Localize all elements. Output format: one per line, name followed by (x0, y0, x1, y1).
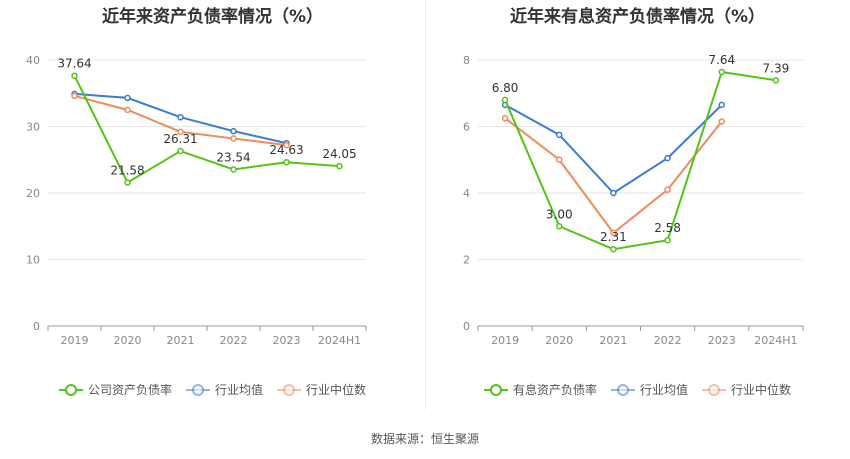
line-chart-plot: 0 10 20 30 40 2019 2020 2021 2022 2023 2024H1 37.64… (26, 54, 367, 347)
data-label: 2.58 (654, 221, 681, 235)
legend-label: 公司资产负债率 (87, 383, 172, 397)
legend-swatch-icon (58, 383, 83, 396)
series-line (73, 75, 340, 184)
panel-divider (425, 0, 426, 410)
y-tick-label: 2 (463, 254, 470, 267)
data-point (501, 96, 509, 104)
data-point (772, 77, 780, 84)
x-tick-label: 2021 (599, 334, 627, 347)
data-point (124, 179, 131, 186)
x-tick-label: 2020 (114, 334, 142, 347)
data-label: 26.31 (163, 132, 197, 146)
data-label: 21.58 (110, 163, 144, 177)
data-point (230, 135, 237, 142)
data-label: 6.80 (492, 81, 519, 95)
right-chart-panel: 近年来有息资产负债率情况（%） 0 2 4 6 8 2019 2020 2021 2022 202… (425, 0, 850, 410)
x-tick-label: 2019 (491, 334, 519, 347)
data-point (610, 229, 617, 237)
data-point (177, 147, 184, 155)
data-source-note: 数据来源：恒生聚源 (370, 432, 479, 446)
data-point (336, 162, 343, 170)
y-tick-label: 8 (463, 54, 470, 67)
chart-title: 近年来资产负债率情况（%） (101, 7, 324, 27)
y-tick-label: 20 (26, 187, 40, 200)
x-tick-label: 2022 (220, 334, 248, 347)
left-chart-panel: 近年来资产负债率情况（%） 0 10 20 30 40 2019 2020 2021 2022 2… (0, 0, 425, 410)
legend-label: 有息资产负债率 (512, 383, 597, 397)
data-label: 37.64 (57, 57, 91, 71)
x-tick-label: 2022 (654, 334, 682, 347)
data-point (177, 113, 184, 121)
legend-swatch-icon (185, 383, 210, 396)
x-tick-label: 2023 (708, 334, 736, 347)
legend-swatch-icon (610, 383, 635, 396)
data-point (230, 127, 237, 135)
y-tick-label: 0 (463, 320, 470, 333)
data-point (283, 158, 290, 166)
series-line (504, 104, 723, 195)
data-point (177, 128, 184, 136)
data-point (283, 141, 290, 149)
data-point (610, 245, 617, 253)
data-point (124, 106, 131, 114)
data-label: 24.63 (269, 143, 303, 157)
data-point (610, 189, 617, 197)
data-point (124, 94, 131, 102)
data-label: 7.39 (763, 61, 790, 75)
data-label: 7.64 (708, 53, 735, 67)
legend-item[interactable]: 行业中位数 (702, 381, 791, 398)
data-point (230, 166, 237, 173)
legend-swatch-icon (277, 383, 301, 396)
legend-swatch-icon (483, 383, 508, 396)
data-point (664, 236, 671, 244)
data-point (556, 223, 563, 230)
line-chart-plot: 0 2 4 6 8 2019 2020 2021 2022 2023 2024H1 6.80 3.00 2… (463, 53, 804, 347)
y-tick-label: 6 (463, 121, 470, 134)
legend-swatch-icon (702, 383, 726, 396)
x-tick-label: 2020 (545, 334, 573, 347)
x-tick-label: 2024H1 (754, 334, 797, 347)
chart-legend: 有息资产负债率 行业均值 行业中位数 (425, 381, 850, 398)
x-tick-label: 2019 (61, 334, 89, 347)
data-point (718, 68, 725, 76)
chart-legend: 公司资产负债率 行业均值 行业中位数 (0, 381, 425, 398)
data-point (501, 114, 509, 122)
legend-item[interactable]: 行业均值 (185, 381, 263, 398)
y-tick-label: 0 (33, 320, 40, 333)
data-point (718, 101, 725, 109)
data-point (71, 72, 78, 79)
data-point (718, 118, 725, 125)
x-tick-label: 2021 (167, 334, 195, 347)
legend-item[interactable]: 有息资产负债率 (483, 381, 597, 398)
x-tick-label: 2023 (273, 334, 301, 347)
y-tick-label: 10 (26, 254, 40, 267)
legend-label: 行业均值 (639, 383, 688, 397)
y-tick-label: 40 (26, 54, 40, 67)
x-tick-label: 2024H1 (318, 334, 361, 347)
legend-item[interactable]: 公司资产负债率 (58, 381, 172, 398)
legend-label: 行业均值 (214, 383, 263, 397)
data-point (664, 186, 671, 193)
series-line (504, 70, 777, 251)
data-label: 2.31 (600, 230, 627, 244)
data-label: 23.54 (216, 150, 250, 164)
legend-label: 行业中位数 (731, 383, 792, 397)
data-point (556, 156, 563, 163)
legend-item[interactable]: 行业中位数 (277, 381, 366, 398)
data-point (556, 131, 563, 139)
y-tick-label: 4 (463, 187, 470, 200)
data-point (71, 92, 78, 100)
legend-item[interactable]: 行业均值 (610, 381, 688, 398)
legend-label: 行业中位数 (306, 383, 367, 397)
chart-title: 近年来有息资产负债率情况（%） (509, 7, 766, 27)
data-point (664, 154, 671, 162)
data-label: 3.00 (546, 207, 573, 221)
data-label: 24.05 (322, 147, 356, 161)
y-tick-label: 30 (26, 121, 40, 134)
